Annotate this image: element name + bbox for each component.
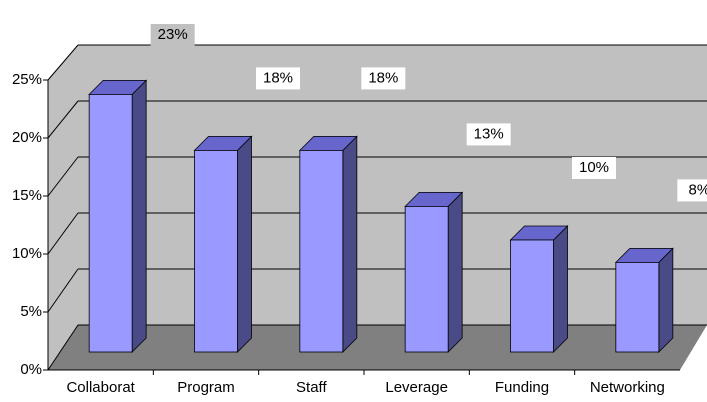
value-label: 10% <box>579 159 609 176</box>
y-tick-label: 25% <box>12 71 42 88</box>
value-label: 18% <box>263 69 293 86</box>
value-label-bg <box>572 157 616 179</box>
bar-side <box>131 79 147 353</box>
x-tick-label: Staff <box>296 379 327 396</box>
value-label-bg <box>361 67 406 90</box>
value-label: 8% <box>688 181 707 198</box>
grid-line <box>47 324 79 371</box>
value-label-bg <box>256 67 300 90</box>
floor <box>48 325 707 370</box>
y-tick-label: 0% <box>20 361 42 378</box>
bar <box>299 149 344 353</box>
bar-side <box>553 225 568 353</box>
bar-side <box>237 135 252 353</box>
x-tick-label: Funding <box>495 379 549 396</box>
value-label-bg <box>150 24 195 46</box>
y-tick-label: 10% <box>12 245 42 262</box>
bar <box>194 149 238 353</box>
bar-side <box>342 135 358 353</box>
side-wall <box>48 45 78 370</box>
y-tick-label: 20% <box>12 129 42 146</box>
bar <box>88 94 133 353</box>
value-label-bg <box>466 123 511 146</box>
x-tick-label: Collaborat <box>66 379 135 396</box>
value-label: 18% <box>368 69 398 86</box>
x-tick-label: Networking <box>590 379 665 396</box>
bar <box>510 239 554 353</box>
grid-line <box>47 100 79 139</box>
grid-line <box>47 212 79 255</box>
grid-line <box>47 44 79 81</box>
value-label-bg <box>677 179 707 202</box>
bar <box>404 205 449 353</box>
value-label: 23% <box>158 26 188 43</box>
grid-line <box>47 268 79 313</box>
x-tick-label: Leverage <box>385 379 448 396</box>
bar-side <box>658 247 674 353</box>
y-tick-label: 15% <box>12 187 42 204</box>
bar <box>615 261 660 353</box>
bar-side <box>447 191 463 353</box>
grid-line <box>47 156 79 197</box>
x-tick-label: Program <box>177 379 235 396</box>
y-tick-label: 5% <box>20 303 42 320</box>
value-label: 13% <box>474 125 504 142</box>
